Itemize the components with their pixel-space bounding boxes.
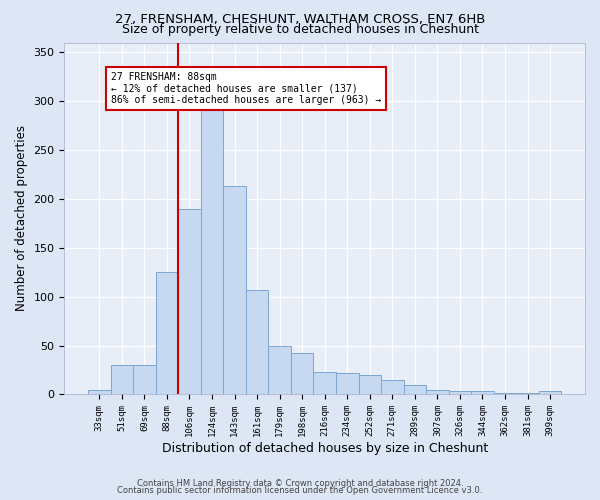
Bar [246,290,268,395]
Bar [336,373,359,394]
Bar [404,384,426,394]
Bar [133,365,155,394]
Text: Contains public sector information licensed under the Open Government Licence v3: Contains public sector information licen… [118,486,482,495]
Bar [110,365,133,394]
Text: Size of property relative to detached houses in Cheshunt: Size of property relative to detached ho… [121,22,479,36]
Bar [291,354,313,395]
Bar [155,272,178,394]
Text: 27, FRENSHAM, CHESHUNT, WALTHAM CROSS, EN7 6HB: 27, FRENSHAM, CHESHUNT, WALTHAM CROSS, E… [115,12,485,26]
Bar [88,390,110,394]
Bar [268,346,291,395]
X-axis label: Distribution of detached houses by size in Cheshunt: Distribution of detached houses by size … [161,442,488,455]
Bar [223,186,246,394]
Bar [313,372,336,394]
Y-axis label: Number of detached properties: Number of detached properties [15,126,28,312]
Bar [471,390,494,394]
Bar [381,380,404,394]
Bar [201,106,223,395]
Text: Contains HM Land Registry data © Crown copyright and database right 2024.: Contains HM Land Registry data © Crown c… [137,478,463,488]
Text: 27 FRENSHAM: 88sqm
← 12% of detached houses are smaller (137)
86% of semi-detach: 27 FRENSHAM: 88sqm ← 12% of detached hou… [110,72,381,105]
Bar [539,390,562,394]
Bar [359,375,381,394]
Bar [178,208,201,394]
Bar [449,390,471,394]
Bar [426,390,449,394]
